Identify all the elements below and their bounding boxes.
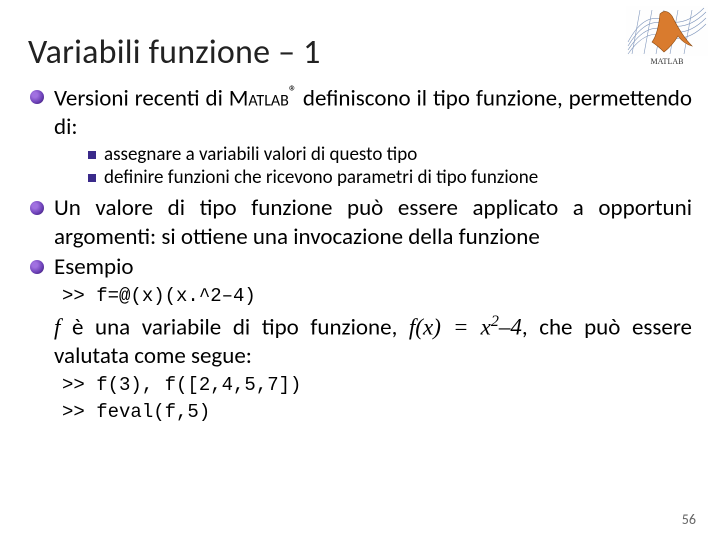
fx-minus4: –4 (499, 314, 522, 339)
bullet-item-1: Versioni recenti di Matlab® definiscono … (28, 83, 692, 190)
slide: MATLAB Variabili funzione – 1 Versioni r… (0, 0, 720, 540)
explain-paragraph: f è una variabile di tipo funzione, f(x)… (28, 312, 692, 371)
sub-list: assegnare a variabili valori di questo t… (54, 144, 692, 190)
code-example-1: >> f=@(x)(x.^2–4) (28, 284, 692, 310)
code-example-2b: >> feval(f,5) (28, 400, 692, 426)
sub-item-1: assegnare a variabili valori di questo t… (86, 144, 692, 167)
fx-x: x (423, 314, 433, 339)
bullet-item-3: Esempio (28, 253, 692, 282)
matlab-logo: MATLAB (626, 6, 708, 68)
sub-item-2: definire funzioni che ricevono parametri… (86, 167, 692, 190)
matlab-brand: Matlab (229, 85, 289, 113)
fx-sup: 2 (491, 313, 499, 330)
slide-title: Variabili funzione – 1 (28, 32, 692, 73)
fx-x2: x (481, 314, 491, 339)
page-number: 56 (682, 511, 696, 528)
bullet-1-pre: Versioni recenti di (54, 85, 229, 113)
fx-close-eq: ) = (433, 314, 480, 339)
code-example-2a: >> f(3), f([2,4,5,7]) (28, 373, 692, 399)
plain-text-1: è una variabile di tipo funzione, (60, 313, 409, 341)
bullet-item-2: Un valore di tipo funzione può essere ap… (28, 194, 692, 252)
svg-text:MATLAB: MATLAB (651, 57, 684, 66)
registered-mark: ® (289, 83, 297, 102)
bullet-list: Versioni recenti di Matlab® definiscono … (28, 83, 692, 282)
fx-open: ( (415, 314, 423, 339)
